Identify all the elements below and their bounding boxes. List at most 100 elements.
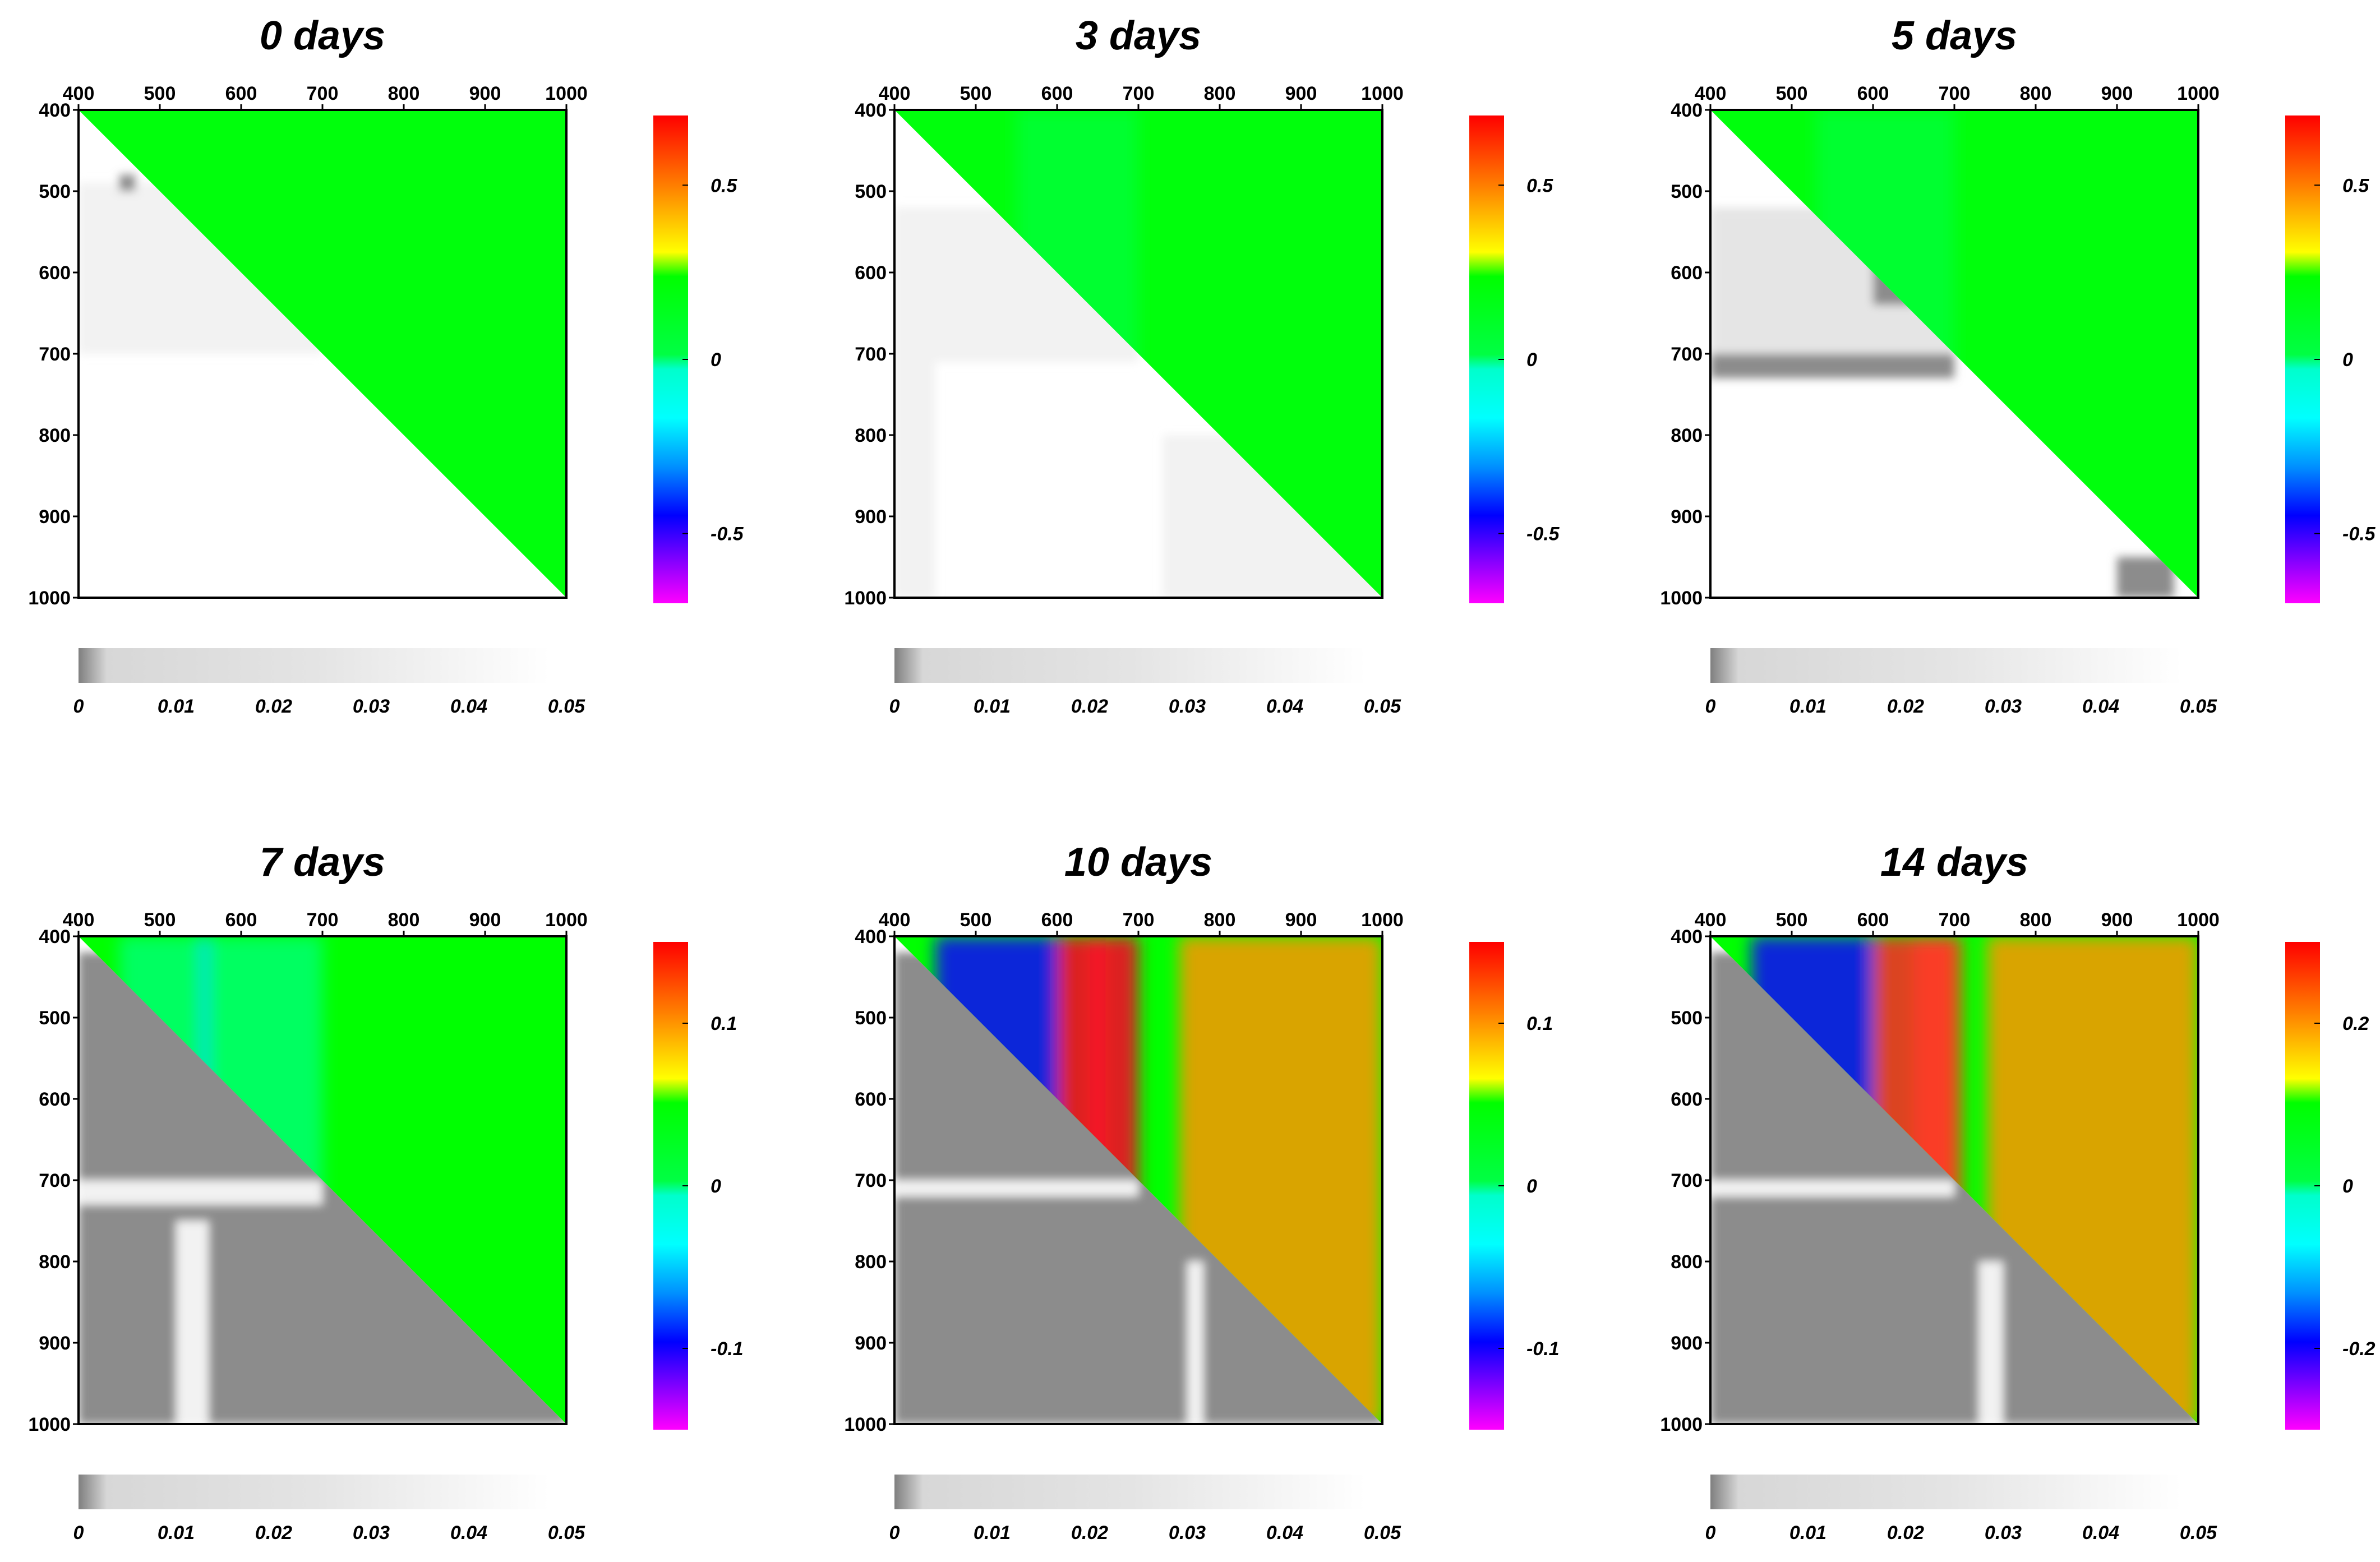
- chart-panel: 7 days 400 500 600 700 800 900 1000 400 500 600 700…: [28, 840, 743, 1543]
- x-tick-label: 900: [2101, 909, 2133, 931]
- x-tick-label: 700: [307, 83, 339, 104]
- colorbar-tick-label: 0: [711, 349, 721, 371]
- x-tick-label: 400: [879, 83, 911, 104]
- chart-panel: 5 days 400 500 600 700 800 900 1000 400 500 600 700…: [1660, 13, 2376, 717]
- x-tick-label: 800: [1204, 83, 1236, 104]
- chart-title: 7 days: [260, 840, 385, 885]
- y-tick-label: 900: [39, 1333, 71, 1354]
- y-tick-label: 400: [855, 100, 887, 121]
- significance-region: [176, 1221, 209, 1424]
- significance-tick-label: 0.03: [353, 1522, 390, 1543]
- significance-tick-label: 0.02: [1071, 1522, 1108, 1543]
- y-tick-label: 700: [855, 1170, 887, 1191]
- colorbar-tick-label: -0.1: [1526, 1338, 1560, 1360]
- x-tick-label: 500: [960, 83, 992, 104]
- significance-tick-label: 0.04: [1266, 1522, 1303, 1543]
- x-tick-label: 500: [144, 83, 176, 104]
- y-tick-label: 900: [1671, 506, 1703, 528]
- x-tick-label: 600: [225, 909, 257, 931]
- x-tick-label: 800: [2020, 909, 2052, 931]
- significance-region: [2117, 557, 2174, 598]
- y-tick-label: 700: [39, 344, 71, 365]
- significance-colorbar: [894, 648, 1366, 683]
- x-tick-label: 1000: [1361, 909, 1404, 931]
- y-tick-label: 700: [855, 344, 887, 365]
- significance-tick-label: 0.04: [450, 696, 487, 717]
- x-tick-label: 500: [1776, 909, 1808, 931]
- y-tick-label: 500: [1671, 1008, 1703, 1029]
- significance-tick-label: 0.03: [1169, 696, 1206, 717]
- significance-tick-label: 0.05: [548, 1522, 585, 1543]
- significance-colorbar: [79, 648, 550, 683]
- significance-region: [894, 1180, 1138, 1196]
- colorbar-tick-label: -0.5: [2342, 524, 2376, 545]
- colorbar-tick-label: 0.5: [1526, 175, 1553, 196]
- y-tick-label: 500: [39, 1008, 71, 1029]
- colorbar-tick-label: 0: [2342, 349, 2353, 371]
- y-tick-label: 800: [1671, 1251, 1703, 1273]
- colorbar-tick-label: 0: [1526, 349, 1537, 371]
- x-tick-label: 600: [1041, 83, 1073, 104]
- significance-colorbar: [1710, 1475, 2181, 1509]
- x-tick-label: 600: [1857, 83, 1889, 104]
- y-tick-label: 800: [39, 425, 71, 446]
- significance-region: [1710, 1180, 1954, 1196]
- y-tick-label: 700: [1671, 344, 1703, 365]
- y-tick-label: 500: [1671, 181, 1703, 202]
- x-tick-label: 900: [1285, 909, 1317, 931]
- x-tick-label: 900: [469, 83, 501, 104]
- significance-colorbar: [1710, 648, 2181, 683]
- x-tick-label: 400: [63, 83, 95, 104]
- significance-tick-label: 0.03: [1985, 696, 2022, 717]
- significance-tick-label: 0.05: [548, 696, 585, 717]
- x-tick-label: 700: [1123, 83, 1155, 104]
- y-tick-label: 900: [855, 1333, 887, 1354]
- colorbar-tick-label: -0.5: [711, 524, 744, 545]
- significance-tick-label: 0.02: [255, 1522, 292, 1543]
- x-tick-label: 800: [388, 83, 420, 104]
- chart-title: 0 days: [260, 13, 385, 58]
- colorbar-tick-label: 0.2: [2342, 1013, 2369, 1034]
- colorbar-tick-label: 0.5: [2342, 175, 2369, 196]
- x-tick-label: 400: [63, 909, 95, 931]
- x-tick-label: 600: [1857, 909, 1889, 931]
- x-tick-label: 900: [2101, 83, 2133, 104]
- significance-tick-label: 0: [889, 1522, 900, 1543]
- chart-panel: 3 days 400 500 600 700 800 900 1000 400 500 600 700…: [844, 13, 1560, 717]
- x-tick-label: 500: [144, 909, 176, 931]
- significance-tick-label: 0.03: [1985, 1522, 2022, 1543]
- x-tick-label: 800: [388, 909, 420, 931]
- chart-title: 5 days: [1892, 13, 2017, 58]
- x-tick-label: 800: [2020, 83, 2052, 104]
- significance-region: [1187, 1261, 1203, 1424]
- colorbar-tick-label: -0.2: [2342, 1338, 2376, 1360]
- x-tick-label: 400: [879, 909, 911, 931]
- y-tick-label: 400: [1671, 100, 1703, 121]
- chart-title: 10 days: [1064, 840, 1212, 885]
- significance-region: [79, 1180, 322, 1205]
- significance-tick-label: 0: [73, 696, 84, 717]
- significance-tick-label: 0.04: [450, 1522, 487, 1543]
- significance-tick-label: 0.04: [2082, 1522, 2119, 1543]
- x-tick-label: 700: [307, 909, 339, 931]
- y-tick-label: 700: [39, 1170, 71, 1191]
- significance-region: [119, 175, 136, 191]
- colorbar-tick-label: -0.5: [1526, 524, 1560, 545]
- x-tick-label: 400: [1695, 909, 1727, 931]
- colorbar-tick-label: 0.1: [711, 1013, 737, 1034]
- x-tick-label: 1000: [1361, 83, 1404, 104]
- correlation-colorbar: [2285, 942, 2320, 1430]
- y-tick-label: 600: [855, 1089, 887, 1110]
- correlation-colorbar: [653, 942, 688, 1430]
- y-tick-label: 500: [39, 181, 71, 202]
- significance-tick-label: 0.01: [1789, 696, 1826, 717]
- chart-title: 3 days: [1076, 13, 1201, 58]
- significance-tick-label: 0.05: [1364, 1522, 1401, 1543]
- x-tick-label: 1000: [545, 83, 588, 104]
- x-tick-label: 1000: [2177, 83, 2220, 104]
- y-tick-label: 900: [39, 506, 71, 528]
- significance-tick-label: 0.05: [1364, 696, 1401, 717]
- y-tick-label: 400: [39, 926, 71, 948]
- x-tick-label: 700: [1123, 909, 1155, 931]
- colorbar-tick-label: 0: [2342, 1176, 2353, 1197]
